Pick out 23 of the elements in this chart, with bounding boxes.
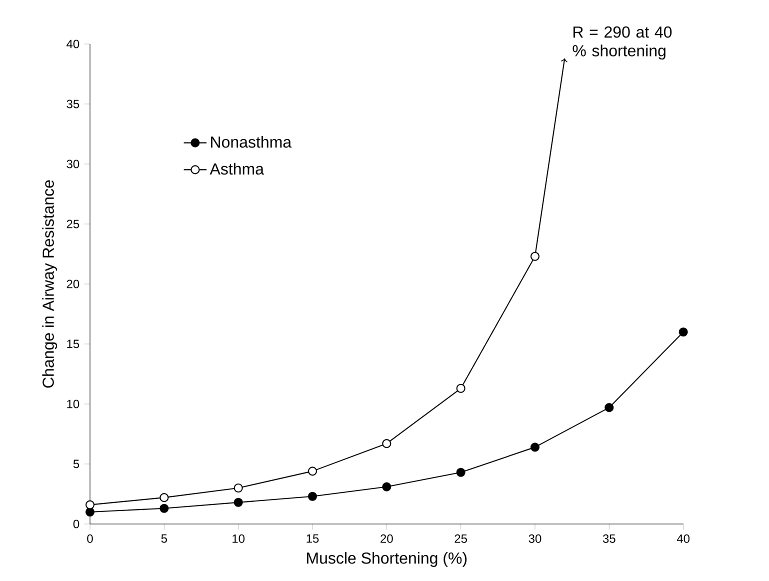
x-tick-label: 30 [528,534,542,543]
y-tick-label: 35 [66,100,80,108]
y-tick-label: 5 [73,460,80,468]
y-tick-label: 40 [66,40,80,48]
y-tick-label: 25 [66,220,80,228]
x-tick-label: 15 [306,534,319,543]
y-tick-label: 10 [67,400,80,408]
legend-label: Asthma [210,162,264,175]
y-tick-label: 0 [73,520,80,528]
x-tick-label: 25 [454,534,467,543]
x-tick-label: 40 [676,534,690,543]
annotation: R = 290 at 40 % shortening [572,26,672,60]
y-tick-label: 30 [66,160,80,168]
x-axis-title: Muscle Shortening (%) [307,552,467,567]
y-axis-title: Change in Airway Resistance [42,180,58,388]
x-tick-label: 10 [232,534,245,543]
x-tick-label: 0 [87,534,93,543]
x-tick-label: 20 [380,534,393,543]
y-tick-label: 15 [67,340,80,348]
y-tick-label: 20 [66,280,80,288]
x-tick-label: 35 [602,534,616,543]
legend-label: Nonasthma [211,136,292,148]
x-tick-label: 5 [161,534,167,543]
